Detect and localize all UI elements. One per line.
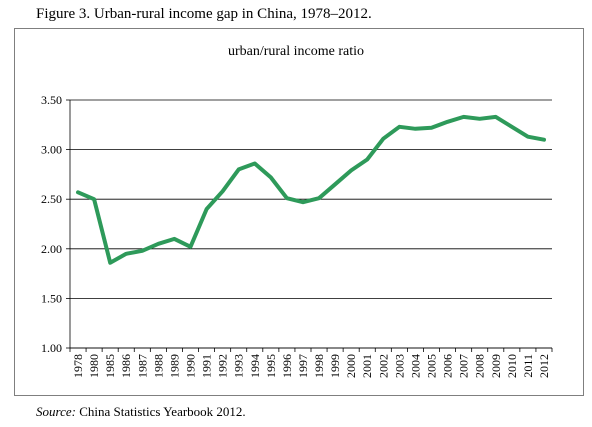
series-line: [76, 114, 546, 265]
x-tick-label: 2008: [473, 354, 487, 378]
data-point: [365, 158, 369, 162]
data-point: [462, 115, 466, 119]
x-tick-label: 1988: [151, 354, 165, 378]
data-point: [430, 126, 433, 130]
x-tick-label: 2002: [376, 354, 390, 378]
x-tick-label: 1996: [280, 354, 294, 378]
data-point: [221, 189, 225, 193]
data-point: [397, 125, 401, 129]
x-tick-label: 1994: [248, 354, 262, 378]
data-point: [253, 161, 257, 165]
y-tick-label: 1.50: [41, 291, 62, 305]
data-point: [237, 167, 241, 171]
x-tick-label: 2007: [457, 354, 471, 378]
x-tick-label: 1990: [184, 354, 198, 378]
x-tick-label: 2009: [489, 354, 503, 378]
x-tick-label: 2006: [441, 354, 455, 378]
x-tick-label: 2001: [360, 354, 374, 378]
x-tick-label: 2003: [392, 354, 406, 378]
data-point: [301, 200, 305, 204]
source-label: Source:: [36, 404, 76, 419]
data-point: [381, 137, 385, 141]
x-tick-label: 1989: [167, 354, 181, 378]
data-point: [349, 168, 353, 172]
data-point: [333, 182, 337, 186]
source-text: China Statistics Yearbook 2012.: [75, 404, 246, 419]
x-tick-label: 2012: [537, 354, 551, 378]
x-tick-label: 1999: [328, 354, 342, 378]
figure-title: Figure 3. Urban-rural income gap in Chin…: [36, 6, 372, 22]
data-point: [108, 261, 112, 265]
data-point: [413, 127, 417, 131]
x-tick-label: 2010: [505, 354, 519, 378]
data-point: [189, 245, 192, 249]
y-tick-label: 3.00: [41, 143, 62, 157]
axes: [66, 99, 553, 352]
gridlines: [70, 99, 552, 349]
x-tick-label: 2000: [344, 354, 358, 378]
data-point: [510, 125, 514, 129]
source-note: Source: China Statistics Yearbook 2012.: [36, 404, 246, 420]
y-tick-label: 1.00: [41, 341, 62, 355]
x-tick-label: 1993: [232, 354, 246, 378]
y-tick-label: 2.00: [41, 242, 62, 256]
x-tick-label: 2005: [425, 354, 439, 378]
x-tick-label: 1978: [71, 354, 85, 378]
data-point: [92, 197, 96, 201]
data-point: [285, 196, 289, 200]
data-point: [542, 138, 546, 142]
x-tick-label: 1997: [296, 354, 310, 378]
data-point: [172, 237, 176, 241]
chart-title: urban/rural income ratio: [227, 44, 365, 59]
x-tick-label: 1992: [216, 354, 230, 378]
data-point: [205, 207, 209, 211]
chart-frame: [14, 28, 584, 396]
y-tick-label: 3.50: [41, 93, 62, 107]
data-point: [526, 135, 530, 139]
x-tick-label: 1995: [264, 354, 278, 378]
series: [76, 114, 546, 265]
x-tick-label: 2011: [521, 354, 535, 378]
y-tick-labels: 1.00 1.50 2.00 2.50 3.00 3.50: [41, 93, 62, 355]
data-point: [140, 249, 144, 253]
data-point: [317, 196, 321, 200]
x-tick-label: 1998: [312, 354, 326, 378]
data-point: [76, 190, 80, 194]
data-point: [494, 115, 498, 119]
data-point: [156, 242, 160, 246]
x-tick-label: 1980: [87, 354, 101, 378]
x-tick-label: 1985: [103, 354, 117, 378]
x-tick-labels: 1978 1980 1985 1986 1987 1988 1989 1990 1991 1992…: [71, 354, 551, 378]
x-tick-label: 2004: [408, 354, 422, 378]
x-tick-label: 1986: [119, 354, 133, 378]
data-point: [446, 120, 450, 124]
data-point: [478, 117, 482, 121]
y-tick-label: 2.50: [41, 192, 62, 206]
data-point: [124, 252, 128, 256]
data-point: [269, 175, 273, 179]
x-tick-label: 1987: [135, 354, 149, 378]
x-tick-label: 1991: [200, 354, 214, 378]
